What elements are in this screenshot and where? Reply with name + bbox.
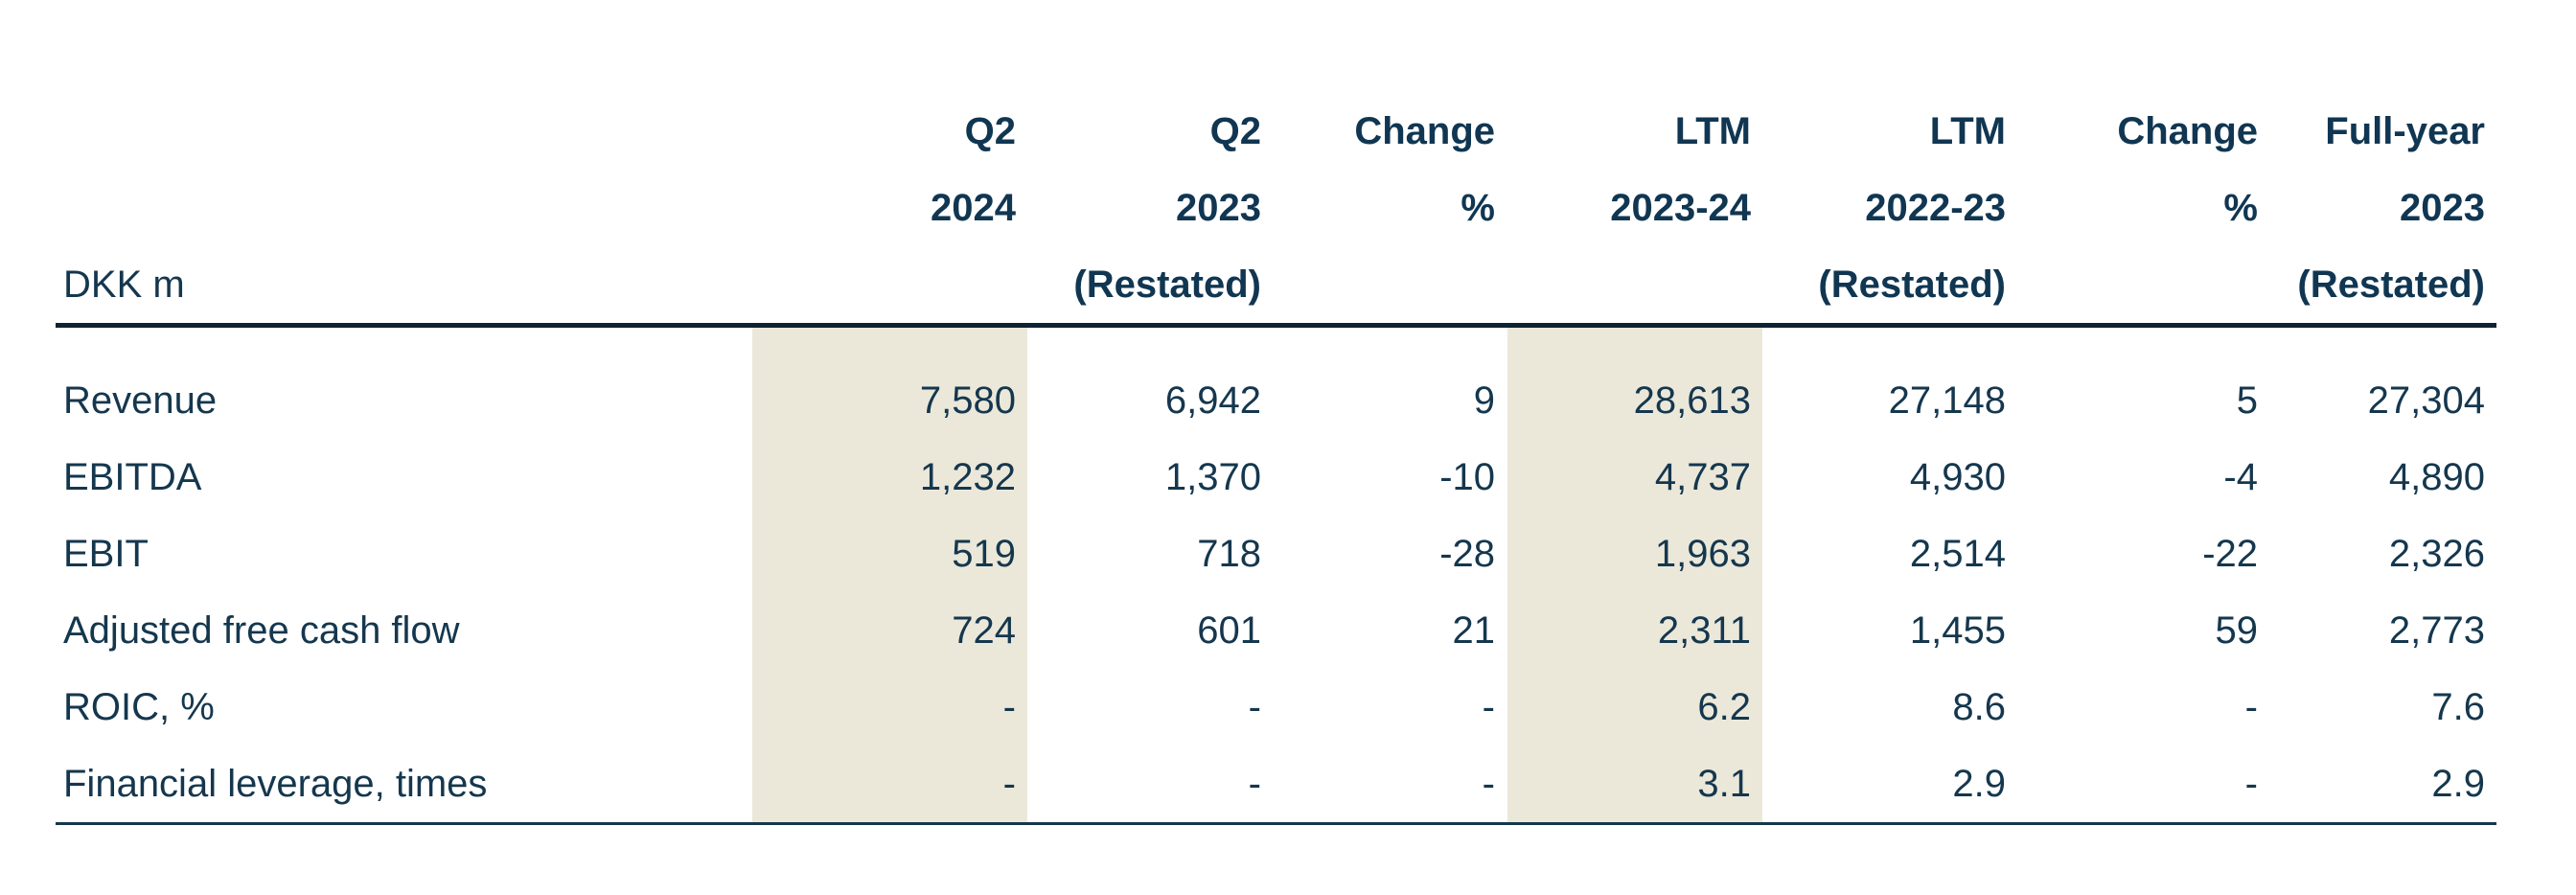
- cell: 519: [952, 533, 1016, 575]
- header-q2-2023-restated: (Restated): [1073, 264, 1261, 306]
- cell: -: [1482, 686, 1495, 728]
- header-full-year-restated: (Restated): [2297, 264, 2485, 306]
- cell: -: [1002, 763, 1016, 805]
- cell: 2,326: [2388, 533, 2485, 575]
- cell: -: [1248, 686, 1261, 728]
- cell: 9: [1473, 379, 1495, 422]
- cell: 6,942: [1164, 379, 1261, 422]
- cell: 21: [1452, 609, 1496, 652]
- header-change-ltm-pct: %: [2223, 187, 2258, 229]
- cell: 7.6: [2431, 686, 2485, 728]
- table-body: Revenue 7,580 6,942 9 28,613 27,148 5 27…: [56, 328, 2496, 822]
- header-spacer: [1506, 246, 1762, 323]
- header-change-qtr-pct: %: [1460, 187, 1495, 229]
- cell: 1,370: [1164, 456, 1261, 498]
- header-q2-2023-year: 2023: [1176, 187, 1261, 229]
- highlight-band-ltm-2023-24: [1507, 328, 1762, 822]
- table-row-revenue: Revenue 7,580 6,942 9 28,613 27,148 5 27…: [56, 362, 2496, 439]
- header-ltm-2022-23-period: 2022-23: [1865, 187, 2006, 229]
- row-label: Revenue: [63, 379, 218, 422]
- unit-label: DKK m: [63, 264, 185, 306]
- table-row-adjusted-free-cash-flow: Adjusted free cash flow 724 601 21 2,311…: [56, 592, 2496, 669]
- cell: 27,304: [2367, 379, 2485, 422]
- cell: -28: [1439, 533, 1495, 575]
- table-row-roic: ROIC, % - - - 6.2 8.6 - 7.6: [56, 669, 2496, 746]
- cell: 1,963: [1654, 533, 1751, 575]
- cell: 8.6: [1952, 686, 2006, 728]
- cell: 4,930: [1909, 456, 2006, 498]
- cell: 59: [2215, 609, 2259, 652]
- header-spacer: [752, 246, 1027, 323]
- highlight-band-q2-2024: [752, 328, 1027, 822]
- header-row-3: DKK m (Restated) (Restated) (Restated): [56, 246, 2496, 323]
- table-bottom-rule: [56, 822, 2496, 825]
- cell: -22: [2202, 533, 2258, 575]
- header-ltm-2022-23-restated: (Restated): [1818, 264, 2006, 306]
- row-label: Adjusted free cash flow: [63, 609, 460, 652]
- header-change-qtr: Change: [1354, 110, 1495, 152]
- cell: -: [1482, 763, 1495, 805]
- cell: 601: [1197, 609, 1261, 652]
- cell: 6.2: [1697, 686, 1751, 728]
- cell: -: [2244, 763, 2258, 805]
- header-spacer: [56, 170, 752, 246]
- cell: -10: [1439, 456, 1495, 498]
- cell: 1,232: [919, 456, 1016, 498]
- header-spacer: [2017, 246, 2269, 323]
- cell: 2.9: [1952, 763, 2006, 805]
- cell: -: [2244, 686, 2258, 728]
- cell: -: [1002, 686, 1016, 728]
- table-row-financial-leverage: Financial leverage, times - - - 3.1 2.9 …: [56, 746, 2496, 822]
- header-row-1: Q2 Q2 Change LTM LTM Change Full-year: [56, 93, 2496, 170]
- header-change-ltm: Change: [2117, 110, 2258, 152]
- cell: -4: [2223, 456, 2258, 498]
- header-q2-2024: Q2: [964, 110, 1016, 152]
- cell: 4,890: [2388, 456, 2485, 498]
- header-full-year-year: 2023: [2400, 187, 2485, 229]
- cell: 28,613: [1633, 379, 1751, 422]
- cell: 7,580: [919, 379, 1016, 422]
- row-label: EBITDA: [63, 456, 202, 498]
- table-row-ebitda: EBITDA 1,232 1,370 -10 4,737 4,930 -4 4,…: [56, 439, 2496, 516]
- cell: 3.1: [1697, 763, 1751, 805]
- header-divider-rule: [56, 323, 2496, 328]
- cell: -: [1248, 763, 1261, 805]
- header-spacer: [56, 93, 752, 170]
- header-q2-2024-year: 2024: [931, 187, 1016, 229]
- header-ltm-2022-23: LTM: [1929, 110, 2006, 152]
- cell: 5: [2236, 379, 2258, 422]
- table-header: Q2 Q2 Change LTM LTM Change Full-year 20…: [56, 93, 2496, 323]
- header-spacer: [1273, 246, 1506, 323]
- cell: 2.9: [2431, 763, 2485, 805]
- cell: 4,737: [1654, 456, 1751, 498]
- cell: 2,514: [1909, 533, 2006, 575]
- header-ltm-2023-24: LTM: [1674, 110, 1751, 152]
- cell: 2,311: [1657, 609, 1751, 652]
- cell: 1,455: [1909, 609, 2006, 652]
- header-q2-2023: Q2: [1209, 110, 1261, 152]
- header-full-year: Full-year: [2325, 110, 2485, 152]
- financial-summary-table: Q2 Q2 Change LTM LTM Change Full-year 20…: [56, 93, 2496, 825]
- cell: 2,773: [2388, 609, 2485, 652]
- row-label: EBIT: [63, 533, 149, 575]
- row-label: Financial leverage, times: [63, 763, 488, 805]
- row-label: ROIC, %: [63, 686, 215, 728]
- cell: 718: [1197, 533, 1261, 575]
- header-row-2: 2024 2023 % 2023-24 2022-23 % 2023: [56, 170, 2496, 246]
- header-ltm-2023-24-period: 2023-24: [1610, 187, 1751, 229]
- table-row-ebit: EBIT 519 718 -28 1,963 2,514 -22 2,326: [56, 516, 2496, 592]
- cell: 724: [952, 609, 1016, 652]
- cell: 27,148: [1888, 379, 2006, 422]
